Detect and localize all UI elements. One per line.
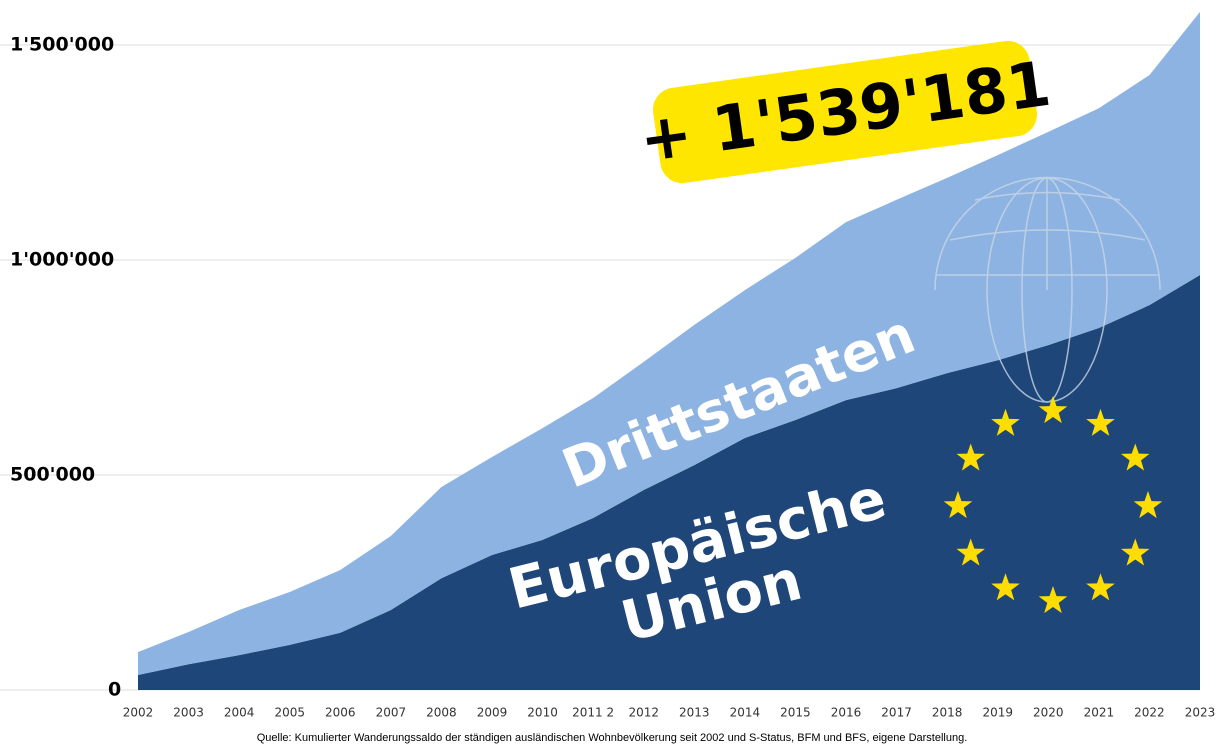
x-tick-label: 2007 <box>376 706 407 720</box>
x-tick-label: 2021 <box>1084 706 1115 720</box>
star <box>956 443 985 471</box>
x-tick-label: 2013 <box>679 706 710 720</box>
x-tick-label: 2016 <box>831 706 862 720</box>
x-tick-label: 2022 <box>1134 706 1165 720</box>
star <box>1038 396 1068 424</box>
star <box>991 573 1020 601</box>
y-tick-label: 0 <box>108 679 121 701</box>
x-tick-label: 2009 <box>477 706 508 720</box>
x-tick-label: 2020 <box>1033 706 1064 720</box>
annotation-bg <box>653 40 1037 184</box>
x-tick-label: 2005 <box>274 706 305 720</box>
x-tick-label: 2015 <box>780 706 811 720</box>
source: Quelle: Kumulierter Wanderungssaldo der … <box>257 732 968 744</box>
y-tick-label: 500'000 <box>10 464 95 486</box>
eu-stars <box>943 396 1163 614</box>
x-tick-label: 2006 <box>325 706 356 720</box>
x-tick-label: 2011 2 <box>572 706 614 720</box>
star <box>1086 573 1115 601</box>
area <box>138 275 1200 690</box>
star <box>1086 408 1115 436</box>
star <box>1121 538 1150 566</box>
x-tick-label: 2010 <box>527 706 558 720</box>
y-tick-label: 1'000'000 <box>10 249 114 271</box>
x-tick-label: 2014 <box>730 706 761 720</box>
x-tick-label: 2023 <box>1185 706 1216 720</box>
x-tick-label: 2003 <box>173 706 204 720</box>
x-tick-label: 2002 <box>123 706 154 720</box>
globe-icon <box>934 176 1161 403</box>
y-tick-label: 1'500'000 <box>10 34 114 56</box>
star <box>1038 586 1068 614</box>
star <box>943 491 973 519</box>
areas <box>138 11 1200 690</box>
x-tick-label: 2018 <box>932 706 963 720</box>
star <box>991 408 1020 436</box>
x-tick-label: 2004 <box>224 706 255 720</box>
x-tick-label: 2012 <box>628 706 659 720</box>
star <box>1133 491 1163 519</box>
star <box>956 538 985 566</box>
area <box>138 11 1200 675</box>
x-tick-label: 2019 <box>982 706 1013 720</box>
x-tick-label: 2017 <box>881 706 912 720</box>
x-tick-label: 2008 <box>426 706 457 720</box>
star <box>1121 443 1150 471</box>
